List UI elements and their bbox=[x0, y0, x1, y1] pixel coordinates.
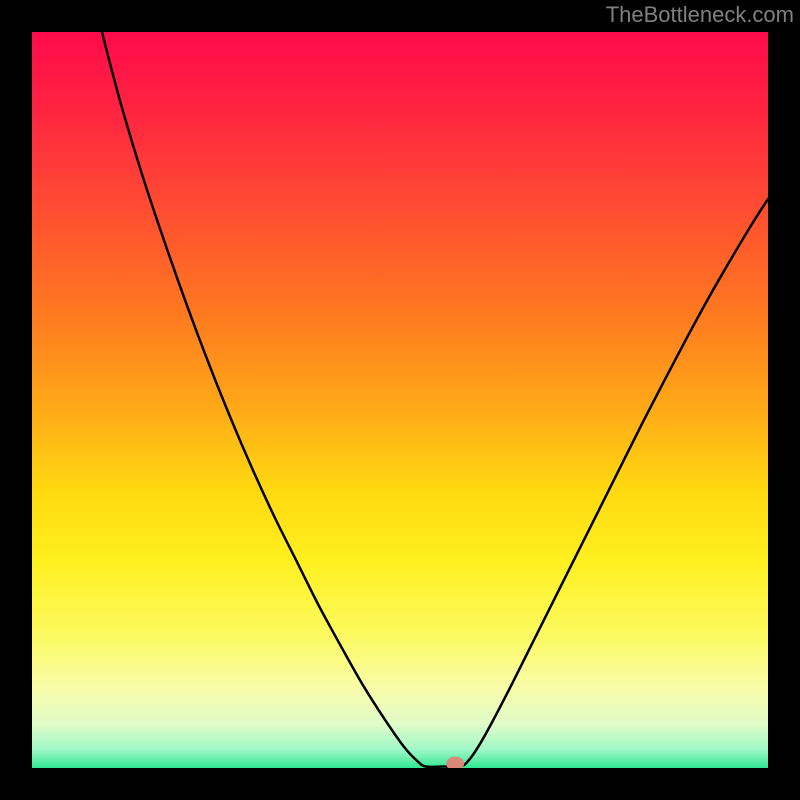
plot-area bbox=[32, 32, 768, 768]
watermark-text: TheBottleneck.com bbox=[606, 2, 794, 28]
background-gradient bbox=[32, 32, 768, 768]
chart-container: TheBottleneck.com bbox=[0, 0, 800, 800]
plot-svg bbox=[32, 32, 768, 768]
